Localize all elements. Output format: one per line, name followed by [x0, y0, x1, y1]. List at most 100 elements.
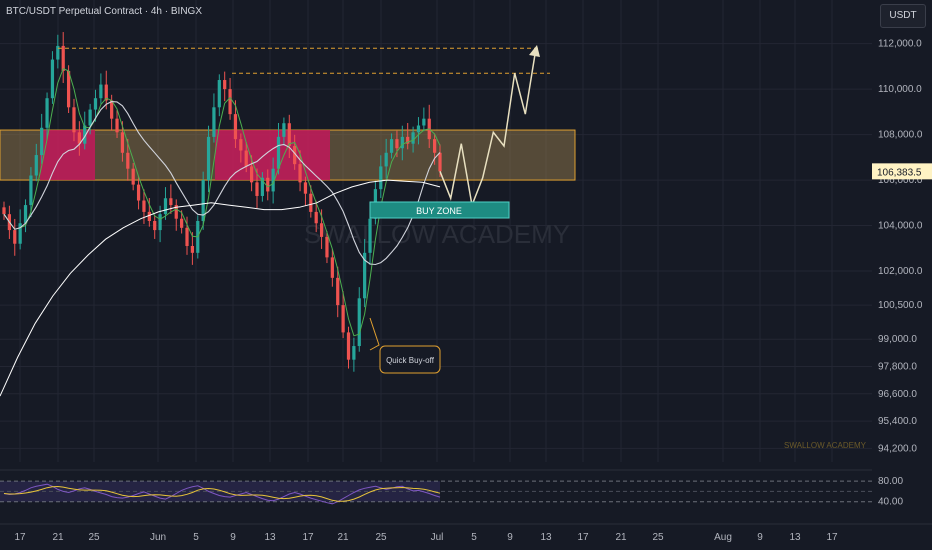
candle — [379, 166, 383, 190]
ma-fast-line — [3, 68, 441, 337]
price-tick-label: 102,000.0 — [878, 266, 923, 277]
rsi-signal-line — [3, 485, 441, 502]
price-tick-label: 94,200.0 — [878, 443, 917, 454]
current-price-label: 106,383.5 — [877, 167, 922, 178]
candle — [131, 168, 135, 185]
candle — [293, 145, 297, 165]
watermark-small: SWALLOW ACADEMY — [784, 441, 867, 450]
time-tick-label: Jun — [150, 532, 166, 543]
candle — [298, 164, 302, 183]
candle — [110, 100, 114, 119]
currency-button[interactable]: USDT — [880, 4, 926, 28]
callout-box — [379, 345, 441, 374]
time-tick-label: 17 — [302, 532, 314, 543]
buy-zone-box — [369, 201, 510, 219]
time-tick-label: 17 — [577, 532, 589, 543]
candle — [83, 125, 87, 144]
time-tick-label: 25 — [88, 532, 100, 543]
candle — [163, 198, 168, 215]
candle — [422, 118, 426, 126]
time-tick-label: 21 — [52, 532, 64, 543]
candle — [88, 109, 92, 126]
candle — [120, 132, 125, 153]
candle — [244, 150, 248, 167]
candle — [319, 223, 324, 237]
time-tick-label: 9 — [230, 532, 236, 543]
candle — [341, 305, 345, 333]
projected-path — [439, 48, 537, 208]
candle — [13, 230, 17, 244]
candle — [416, 125, 421, 133]
candle — [352, 346, 356, 360]
candle — [153, 220, 157, 231]
candle — [50, 59, 55, 99]
price-tick-label: 112,000.0 — [878, 39, 922, 50]
supply-block — [40, 130, 95, 181]
candle — [206, 136, 211, 181]
candle — [411, 132, 415, 144]
candle — [115, 118, 119, 133]
candle — [142, 200, 146, 212]
candle — [212, 107, 216, 137]
candle — [217, 80, 221, 108]
price-tick-label: 96,600.0 — [878, 389, 917, 400]
price-tick-label: 97,800.0 — [878, 362, 917, 373]
candle — [223, 80, 227, 90]
time-tick-label: 17 — [826, 532, 838, 543]
price-axis: 112,000.0 110,000.0 108,000.0 106,000.0 104,… — [872, 0, 932, 550]
candle — [395, 139, 399, 149]
candle — [169, 198, 173, 206]
price-tick-label: 108,000.0 — [878, 130, 923, 141]
watermark: SWALLOW ACADEMY — [304, 219, 570, 249]
candle — [23, 205, 28, 224]
candle — [346, 332, 351, 360]
time-tick-label: Jul — [431, 532, 444, 543]
time-tick-label: 25 — [652, 532, 664, 543]
candle — [433, 139, 437, 153]
candle — [255, 182, 259, 196]
candle — [99, 84, 103, 99]
time-tick-label: 5 — [193, 532, 199, 543]
candle — [2, 207, 6, 215]
ma-slow-line — [0, 179, 441, 397]
time-tick-label: 21 — [615, 532, 627, 543]
moving-averages — [0, 68, 441, 397]
candle — [314, 211, 318, 224]
candle — [276, 136, 281, 169]
candle — [233, 114, 238, 140]
candle — [61, 45, 65, 71]
candle — [40, 127, 44, 156]
time-tick-label: 21 — [337, 532, 349, 543]
callout-line — [369, 317, 380, 351]
time-axis: 17 21 25 Jun 5 9 13 17 21 25 Jul 5 9 13 17 21 25 Aug 9 13 17 — [0, 523, 932, 543]
candle — [438, 152, 442, 172]
time-tick-label: 9 — [757, 532, 763, 543]
candle — [282, 123, 286, 137]
candle — [29, 175, 33, 206]
candle — [368, 218, 372, 253]
candle — [325, 236, 329, 258]
candle — [93, 98, 98, 110]
price-tick-label: 106,000.0 — [878, 175, 923, 186]
candle — [180, 218, 184, 228]
time-tick-label: 13 — [540, 532, 552, 543]
buy-zone-label: BUY ZONE — [416, 206, 462, 216]
ma-mid-line — [3, 101, 441, 266]
candle — [66, 70, 71, 108]
candle — [271, 168, 275, 192]
candle — [389, 139, 394, 153]
candle — [126, 152, 130, 169]
candle — [174, 205, 178, 219]
candle — [147, 211, 151, 221]
candle — [260, 177, 264, 196]
time-tick-label: Aug — [714, 532, 732, 543]
candle — [309, 193, 313, 212]
time-tick-label: 17 — [14, 532, 26, 543]
candle — [77, 132, 81, 144]
candle — [56, 45, 60, 60]
candle — [239, 139, 243, 151]
candle — [34, 155, 38, 176]
candle — [400, 136, 404, 149]
candle — [185, 227, 189, 246]
